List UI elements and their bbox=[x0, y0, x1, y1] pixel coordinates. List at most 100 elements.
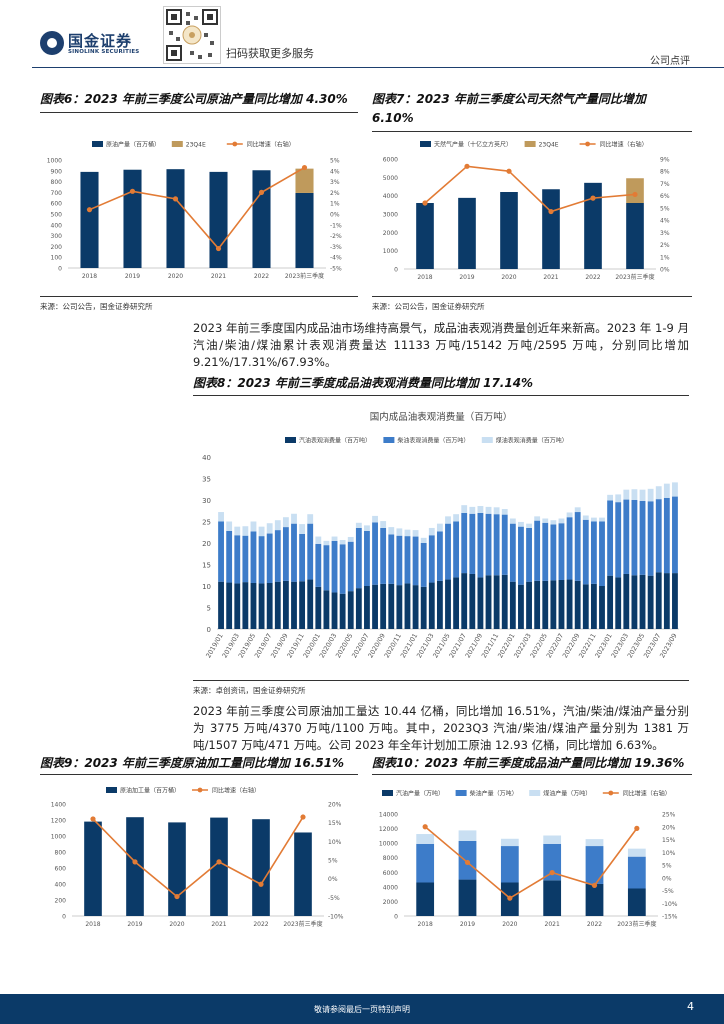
fig10-y2tick: 15% bbox=[662, 837, 676, 844]
fig8-bar-2-2019/08 bbox=[274, 520, 281, 531]
fig10-ytick: 12000 bbox=[379, 826, 398, 833]
fig8-bar-1-2020/09 bbox=[380, 527, 387, 584]
fig8-bar-1-2021/04 bbox=[436, 531, 443, 581]
fig8-bar-0-2019/02 bbox=[226, 582, 233, 629]
fig7-legend-label-1: 23Q4E bbox=[539, 142, 559, 149]
fig8-bar-1-2022/06 bbox=[550, 524, 557, 581]
fig7-y2tick: 4% bbox=[660, 218, 670, 225]
fig8-bar-2-2021/01 bbox=[412, 530, 419, 537]
fig8-bar-1-2021/02 bbox=[420, 543, 427, 587]
fig8-bar-0-2022/02 bbox=[518, 584, 524, 629]
fig8-bottom-rule bbox=[193, 680, 689, 681]
fig8-bar-0-2023/03 bbox=[623, 573, 630, 629]
fig8-bar-2-2022/12 bbox=[599, 517, 605, 522]
fig9-ytick: 800 bbox=[55, 850, 67, 857]
fig9-ytick: 200 bbox=[55, 898, 67, 905]
fig8-ytick: 5 bbox=[207, 605, 211, 613]
fig8-bar-2-2021/02 bbox=[420, 537, 427, 543]
fig8-bar-2-2020/09 bbox=[380, 521, 387, 528]
fig8-bar-0-2019/01 bbox=[218, 581, 224, 629]
fig8-bar-2-2020/08 bbox=[372, 515, 378, 523]
fig7-line-point-2023前三季度 bbox=[632, 191, 638, 198]
fig6-legend-swatch-0 bbox=[92, 141, 103, 147]
fig10-line-point-2019 bbox=[464, 859, 471, 866]
sinolink-logo-icon bbox=[40, 31, 64, 55]
fig9-bar-原油加工量（百万桶）-2022 bbox=[252, 819, 270, 916]
page-number: 4 bbox=[687, 1000, 694, 1013]
fig8-ytick: 10 bbox=[202, 583, 211, 591]
report-type: 公司点评 bbox=[650, 56, 690, 67]
fig8-bar-1-2021/01 bbox=[412, 536, 419, 586]
fig8-bar-0-2021/01 bbox=[412, 585, 419, 629]
fig6-ytick: 400 bbox=[51, 222, 63, 229]
fig8-bar-0-2023/06 bbox=[647, 575, 654, 629]
fig8-bar-1-2022/08 bbox=[566, 517, 573, 580]
fig7-line-point-2022 bbox=[590, 195, 596, 201]
fig8-bar-2-2023/08 bbox=[663, 483, 670, 498]
footer-disclaimer: 敬请参阅最后一页特别声明 bbox=[314, 1005, 410, 1014]
fig8-bar-2-2020/07 bbox=[364, 525, 370, 531]
fig9-legend: 原油加工量（百万桶） 同比增速（右轴） bbox=[106, 787, 260, 795]
fig6-ytick: 600 bbox=[51, 201, 63, 208]
fig10-bar-煤油产量（万吨）-2018 bbox=[416, 834, 435, 844]
fig8-bar-1-2022/09 bbox=[574, 512, 581, 581]
fig6-y2tick: 5% bbox=[330, 158, 340, 165]
fig7-ytick: 1000 bbox=[383, 248, 398, 255]
fig8-bar-2-2022/02 bbox=[518, 521, 524, 527]
fig10-legend-swatch-0 bbox=[382, 790, 393, 796]
fig8-bar-2-2021/06 bbox=[453, 514, 460, 522]
fig6-ytick: 100 bbox=[51, 255, 63, 262]
fig8-bar-2-2023/01 bbox=[607, 494, 614, 501]
fig7-title-line1: 图表7：2023 年前三季度公司天然气产量同比增加 bbox=[372, 92, 646, 106]
fig6-y2tick: -4% bbox=[330, 255, 342, 262]
fig10-bar-柴油产量（万吨）-2023前三季度 bbox=[627, 856, 646, 889]
fig8-bar-2-2023/04 bbox=[631, 489, 638, 500]
fig7-bar-天然气产量（十亿立方英尺）-2021 bbox=[542, 189, 560, 269]
fig7-ytick: 6000 bbox=[383, 157, 398, 164]
fig8-legend: 汽油表观消费量（百万吨） 柴油表观消费量（百万吨） 煤油表观消费量（百万吨） bbox=[285, 437, 568, 445]
fig10-line-point-2022 bbox=[591, 882, 598, 888]
fig9-legend-label-0: 原油加工量（百万桶） bbox=[120, 787, 180, 795]
fig8-bar-0-2021/08 bbox=[469, 573, 476, 629]
fig9-ytick: 1200 bbox=[51, 818, 66, 825]
fig9-y2tick: -5% bbox=[328, 895, 340, 902]
fig8-bar-2-2021/08 bbox=[469, 506, 476, 514]
fig9-rule bbox=[40, 774, 358, 775]
fig10-y2tick: 20% bbox=[662, 824, 676, 831]
fig10-y2tick: -5% bbox=[662, 888, 674, 895]
fig8-bar-0-2022/08 bbox=[566, 579, 573, 629]
fig6-bar-23Q4E-2023前三季度 bbox=[295, 168, 314, 193]
fig10-bar-煤油产量（万吨）-2021 bbox=[543, 835, 562, 844]
fig7-legend-marker-2 bbox=[585, 141, 590, 147]
fig8-bar-2-2022/08 bbox=[566, 512, 573, 518]
fig8-bar-0-2021/05 bbox=[445, 579, 451, 629]
fig8-bar-1-2021/10 bbox=[485, 513, 492, 576]
fig8-bar-1-2022/04 bbox=[534, 520, 541, 581]
fig8-bar-0-2022/03 bbox=[526, 581, 532, 629]
fig8-bar-1-2020/03 bbox=[331, 540, 338, 593]
fig8-bar-2-2020/01 bbox=[315, 536, 322, 544]
fig8-bar-0-2020/11 bbox=[396, 585, 403, 629]
fig8-bar-2-2023/05 bbox=[639, 489, 646, 501]
fig8-bar-0-2021/12 bbox=[501, 574, 508, 629]
fig8-bar-2-2021/05 bbox=[445, 516, 451, 524]
fig10-y2tick: 10% bbox=[662, 850, 676, 857]
fig6-xtick: 2019 bbox=[125, 273, 140, 280]
qr-code-icon[interactable] bbox=[163, 6, 221, 64]
fig9-line-point-2022 bbox=[258, 881, 264, 887]
fig7-bar-天然气产量（十亿立方英尺）-2018 bbox=[416, 203, 434, 269]
fig10-y2tick: 25% bbox=[662, 812, 676, 819]
fig8-bar-0-2023/05 bbox=[639, 574, 646, 629]
fig8-bar-2-2022/06 bbox=[550, 520, 557, 525]
fig7-y2tick: 6% bbox=[660, 193, 670, 200]
fig10-plot: 14000 12000 10000 8000 6000 4000 2000 0 25% 20% 15… bbox=[379, 812, 678, 929]
fig9-ytick: 600 bbox=[55, 866, 67, 873]
fig10-xtick: 2018 bbox=[418, 921, 433, 928]
fig8-bar-1-2020/10 bbox=[388, 534, 395, 584]
fig10-ytick: 0 bbox=[394, 914, 398, 921]
fig8-bar-2-2019/05 bbox=[250, 521, 257, 532]
fig8-bar-0-2019/08 bbox=[274, 581, 281, 629]
fig10-legend: 汽油产量（万吨） 柴油产量（万吨） 煤油产量（万吨） 同比增速（右轴） bbox=[382, 790, 671, 798]
fig8-bar-1-2021/05 bbox=[445, 523, 451, 580]
fig8-bar-2-2022/07 bbox=[558, 518, 565, 524]
